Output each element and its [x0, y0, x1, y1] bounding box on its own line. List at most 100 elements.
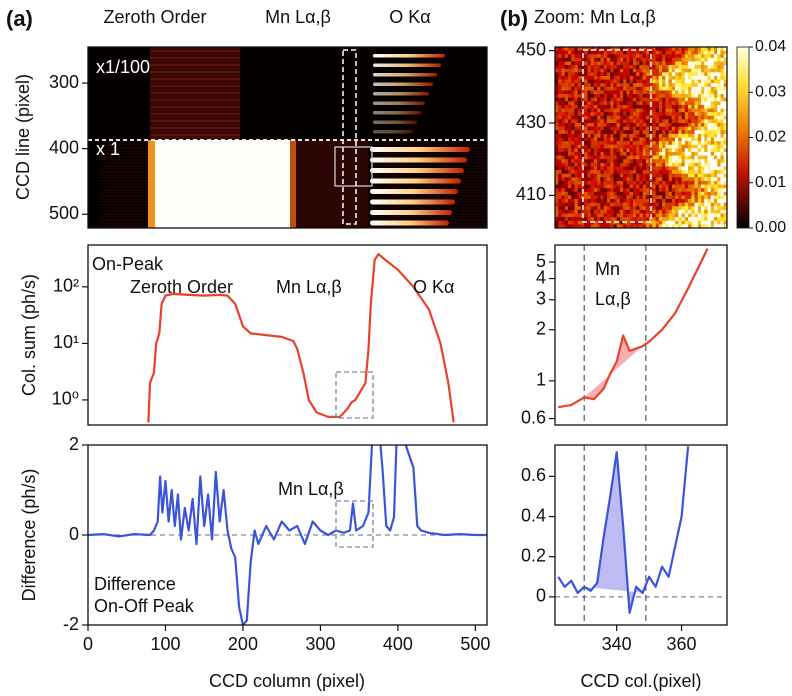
heat-cell — [723, 191, 727, 196]
heat-cell — [723, 47, 727, 52]
heat-cell — [577, 151, 582, 156]
heat-cell — [600, 97, 605, 102]
heat-cell — [658, 206, 663, 211]
heat-cell — [701, 112, 705, 117]
heat-cell — [681, 72, 686, 77]
heat-cell — [567, 97, 572, 102]
heat-cell — [561, 97, 566, 102]
heat-cell — [636, 202, 640, 207]
heat-cell — [626, 86, 631, 91]
heat-cell — [658, 166, 663, 171]
heat-cell — [707, 83, 712, 88]
heat-cell — [662, 155, 666, 160]
heat-cell — [632, 217, 637, 222]
heat-cell — [688, 133, 692, 138]
heat-cell — [567, 141, 572, 146]
heat-cell — [649, 202, 653, 207]
o-streak — [373, 111, 421, 115]
heat-cell — [580, 104, 585, 109]
heat-cell — [610, 133, 614, 138]
heat-cell — [704, 108, 708, 113]
heat-cell — [610, 144, 614, 149]
heat-cell — [675, 148, 679, 153]
heat-cell — [688, 155, 692, 160]
heat-cell — [655, 155, 660, 160]
heat-cell — [619, 83, 624, 88]
heat-cell — [645, 94, 650, 99]
heat-cell — [720, 123, 725, 128]
heat-cell — [704, 209, 708, 214]
heat-cell — [645, 72, 650, 77]
heat-cell — [619, 86, 624, 91]
heat-cell — [675, 141, 679, 146]
heat-cell — [613, 115, 618, 120]
heat-cell — [662, 104, 666, 109]
heat-cell — [652, 57, 657, 62]
o-streak — [370, 220, 449, 226]
stripe — [150, 64, 240, 66]
heat-cell — [626, 195, 631, 200]
heat-cell — [717, 123, 721, 128]
heat-cell — [639, 188, 644, 193]
heat-cell — [558, 130, 562, 135]
heat-cell — [567, 133, 572, 138]
heat-cell — [580, 47, 585, 52]
heat-cell — [652, 173, 657, 178]
heat-cell — [668, 115, 673, 120]
heat-cell — [655, 206, 660, 211]
heat-cell — [649, 220, 653, 225]
heat-cell — [577, 209, 582, 214]
y-tick-label: -2 — [63, 614, 79, 634]
heat-cell — [613, 155, 618, 160]
heat-cell — [655, 180, 660, 185]
heat-cell — [626, 101, 631, 106]
heat-cell — [704, 90, 708, 95]
heat-cell — [694, 50, 699, 55]
heat-cell — [652, 191, 657, 196]
heat-cell — [642, 115, 647, 120]
heat-cell — [675, 137, 679, 142]
heat-cell — [639, 115, 644, 120]
heat-cell — [632, 126, 637, 131]
heat-cell — [574, 50, 579, 55]
heat-cell — [632, 79, 637, 84]
heat-cell — [717, 57, 721, 62]
heat-cell — [577, 144, 582, 149]
heat-cell — [561, 217, 566, 222]
heat-cell — [717, 54, 721, 59]
heat-cell — [623, 115, 627, 120]
heat-cell — [606, 184, 611, 189]
heat-cell — [580, 65, 585, 70]
heat-cell — [691, 209, 695, 214]
heat-cell — [593, 209, 598, 214]
heat-cell — [597, 170, 601, 175]
heat-cell — [697, 217, 702, 222]
heat-cell — [684, 224, 689, 228]
heat-cell — [665, 57, 669, 62]
heat-cell — [691, 90, 695, 95]
heat-cell — [723, 68, 727, 73]
heat-cell — [649, 137, 653, 142]
o-streak — [370, 210, 452, 215]
heat-cell — [645, 159, 650, 164]
heat-cell — [632, 54, 637, 59]
heat-cell — [597, 155, 601, 160]
heat-cell — [636, 94, 640, 99]
heat-cell — [678, 97, 682, 102]
heat-cell — [590, 123, 595, 128]
heat-cell — [610, 47, 614, 52]
heat-cell — [623, 159, 627, 164]
heat-cell — [577, 123, 582, 128]
heat-cell — [675, 83, 679, 88]
heat-cell — [555, 90, 559, 95]
heat-cell — [691, 188, 695, 193]
heat-cell — [652, 108, 657, 113]
heat-cell — [629, 177, 634, 182]
heat-cell — [571, 119, 575, 124]
heat-cell — [626, 130, 631, 135]
heat-cell — [639, 159, 644, 164]
heat-cell — [714, 155, 718, 160]
heat-cell — [678, 47, 682, 52]
heat-cell — [571, 126, 575, 131]
heat-cell — [619, 148, 624, 153]
